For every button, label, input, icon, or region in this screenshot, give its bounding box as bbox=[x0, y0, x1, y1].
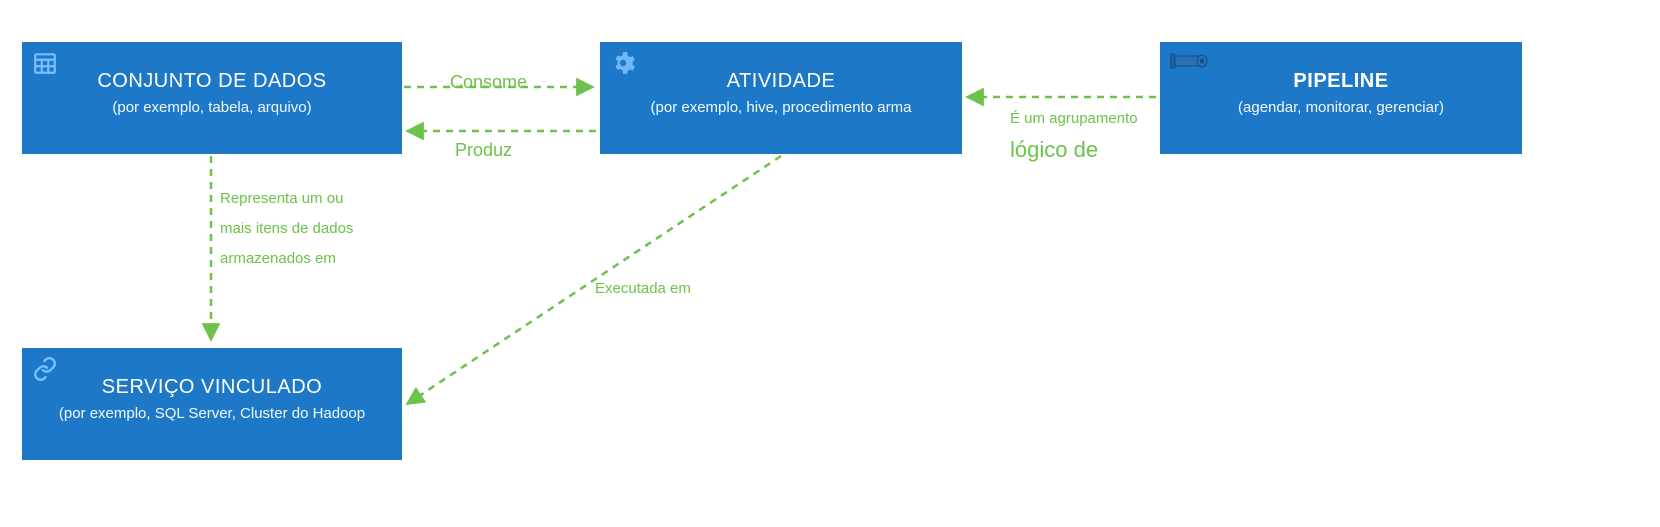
node-linked-service: SERVIÇO VINCULADO (por exemplo, SQL Serv… bbox=[22, 348, 402, 460]
node-pipeline-title: PIPELINE bbox=[1160, 70, 1522, 93]
node-pipeline-subtitle: (agendar, monitorar, gerenciar) bbox=[1160, 99, 1522, 116]
node-linked-title: SERVIÇO VINCULADO bbox=[22, 376, 402, 399]
label-agrupamento-2: lógico de bbox=[1010, 137, 1098, 163]
diagram-stage: CONJUNTO DE DADOS (por exemplo, tabela, … bbox=[0, 0, 1660, 527]
label-representa-1: Representa um ou bbox=[220, 190, 343, 207]
node-activity-title: ATIVIDADE bbox=[600, 70, 962, 93]
pipe-icon bbox=[1170, 50, 1210, 77]
calendar-grid-icon bbox=[32, 50, 58, 81]
node-dataset-subtitle: (por exemplo, tabela, arquivo) bbox=[22, 99, 402, 116]
label-agrupamento-1: É um agrupamento bbox=[1010, 110, 1138, 127]
label-representa-3: armazenados em bbox=[220, 250, 336, 267]
node-activity: ATIVIDADE (por exemplo, hive, procedimen… bbox=[600, 42, 962, 154]
node-linked-subtitle: (por exemplo, SQL Server, Cluster do Had… bbox=[22, 405, 402, 422]
label-executada: Executada em bbox=[595, 280, 691, 297]
link-icon bbox=[32, 356, 58, 387]
node-activity-subtitle: (por exemplo, hive, procedimento arma bbox=[600, 99, 962, 116]
label-produz: Produz bbox=[455, 140, 512, 161]
gear-icon bbox=[610, 50, 636, 81]
node-dataset-title: CONJUNTO DE DADOS bbox=[22, 70, 402, 93]
label-representa-2: mais itens de dados bbox=[220, 220, 353, 237]
label-consome: Consome bbox=[450, 72, 527, 93]
node-dataset: CONJUNTO DE DADOS (por exemplo, tabela, … bbox=[22, 42, 402, 154]
node-pipeline: PIPELINE (agendar, monitorar, gerenciar) bbox=[1160, 42, 1522, 154]
edge-executada bbox=[407, 156, 781, 404]
